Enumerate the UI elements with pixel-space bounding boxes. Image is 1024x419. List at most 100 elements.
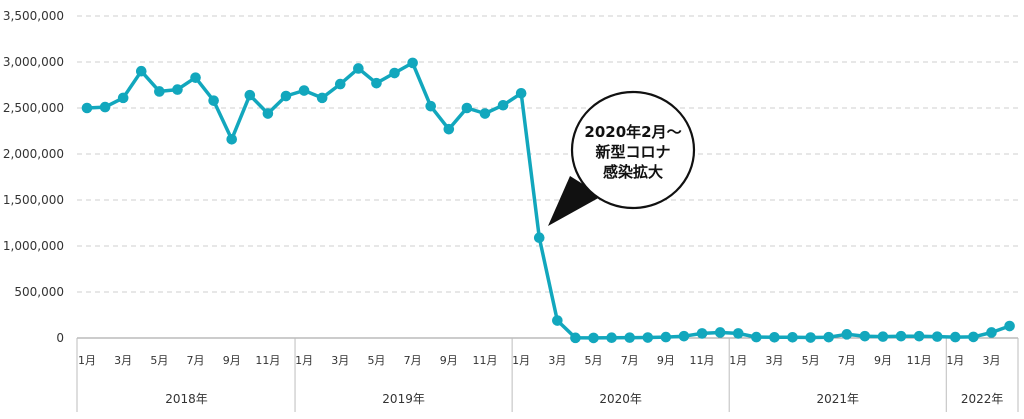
x-tick-label: 7月 bbox=[404, 354, 422, 367]
data-point bbox=[515, 87, 527, 99]
data-point bbox=[208, 95, 219, 106]
x-tick-label: 9月 bbox=[657, 354, 675, 367]
data-point bbox=[570, 332, 581, 344]
data-point bbox=[751, 331, 762, 343]
year-label: 2020年 bbox=[599, 392, 642, 406]
x-tick-label: 11月 bbox=[690, 354, 715, 367]
y-tick-label: 2,000,000 bbox=[3, 147, 64, 161]
y-axis: 0 500,000 1,000,000 1,500,000 2,000,000 2,500… bbox=[3, 9, 64, 345]
data-point bbox=[642, 332, 654, 343]
data-point bbox=[244, 89, 256, 101]
data-point bbox=[334, 78, 346, 90]
data-point bbox=[660, 331, 672, 343]
year-label: 2022年 bbox=[961, 392, 1004, 406]
callout-line-3: 感染拡大 bbox=[603, 163, 663, 181]
data-point bbox=[823, 331, 834, 343]
x-tick-label: 3月 bbox=[114, 354, 132, 367]
callout-line-2: 新型コロナ bbox=[595, 143, 670, 161]
data-point bbox=[479, 108, 491, 119]
series-points bbox=[81, 57, 1015, 344]
data-point bbox=[461, 102, 473, 114]
x-tick-label: 1月 bbox=[512, 354, 530, 367]
x-tick-label: 3月 bbox=[983, 354, 1001, 367]
data-point bbox=[425, 100, 437, 112]
year-label: 2021年 bbox=[816, 392, 859, 406]
data-point bbox=[913, 330, 925, 342]
data-point bbox=[172, 84, 183, 95]
data-point bbox=[407, 57, 418, 69]
data-point bbox=[877, 331, 889, 342]
y-tick-label: 500,000 bbox=[14, 285, 64, 299]
data-point bbox=[1004, 320, 1015, 332]
x-tick-label: 5月 bbox=[150, 354, 168, 367]
data-point bbox=[732, 328, 744, 339]
x-tick-label: 7月 bbox=[838, 354, 856, 367]
x-tick-label: 1月 bbox=[295, 354, 313, 367]
data-point bbox=[316, 92, 328, 104]
x-tick-label: 5月 bbox=[802, 354, 820, 367]
annotation-callout: 2020年2月～ 新型コロナ 感染拡大 bbox=[548, 90, 696, 226]
data-point bbox=[841, 329, 853, 340]
callout-bubble bbox=[570, 90, 696, 210]
x-tick-label: 7月 bbox=[187, 354, 205, 367]
x-tick-label: 5月 bbox=[367, 354, 385, 367]
data-point bbox=[624, 332, 635, 343]
series-line bbox=[86, 61, 1011, 340]
data-point bbox=[443, 123, 455, 135]
y-tick-label: 1,000,000 bbox=[3, 239, 64, 253]
data-point bbox=[389, 67, 400, 79]
callout-line-1: 2020年2月～ bbox=[584, 123, 681, 141]
x-tick-label: 3月 bbox=[765, 354, 783, 367]
data-point bbox=[81, 102, 93, 114]
data-point bbox=[895, 330, 907, 342]
data-point bbox=[931, 331, 943, 342]
x-tick-label: 7月 bbox=[621, 354, 639, 367]
data-point bbox=[714, 327, 726, 338]
data-point bbox=[371, 77, 382, 89]
data-point bbox=[135, 65, 147, 77]
data-point bbox=[606, 332, 617, 344]
x-tick-label: 3月 bbox=[331, 354, 349, 367]
year-axis: 2018年 2019年 2020年 2021年 2022年 bbox=[165, 392, 1003, 406]
y-tick-label: 2,500,000 bbox=[3, 101, 64, 115]
data-point bbox=[497, 99, 509, 111]
data-point bbox=[968, 331, 979, 343]
x-tick-label: 11月 bbox=[907, 354, 932, 367]
x-tick-label: 9月 bbox=[874, 354, 892, 367]
data-point bbox=[533, 232, 545, 244]
data-point bbox=[678, 330, 690, 342]
x-tick-label: 1月 bbox=[946, 354, 964, 367]
data-point bbox=[986, 327, 997, 338]
x-tick-label: 1月 bbox=[729, 354, 747, 367]
y-tick-label: 0 bbox=[56, 331, 64, 345]
data-point bbox=[154, 86, 165, 97]
data-point bbox=[190, 72, 201, 83]
x-axis-frame bbox=[76, 337, 1019, 412]
data-point bbox=[787, 331, 798, 343]
x-tick-label: 1月 bbox=[78, 354, 96, 367]
data-point bbox=[353, 63, 364, 74]
data-point bbox=[280, 90, 292, 102]
x-tick-label: 9月 bbox=[223, 354, 241, 367]
data-point bbox=[859, 330, 871, 342]
y-tick-label: 3,000,000 bbox=[3, 55, 64, 69]
data-point bbox=[117, 92, 129, 104]
x-tick-label: 11月 bbox=[255, 354, 280, 367]
data-point bbox=[99, 101, 111, 113]
year-label: 2018年 bbox=[165, 392, 208, 406]
grid-lines bbox=[77, 15, 1018, 293]
year-label: 2019年 bbox=[382, 392, 425, 406]
data-point bbox=[696, 328, 708, 339]
y-tick-label: 3,500,000 bbox=[3, 9, 64, 23]
x-tick-label: 5月 bbox=[585, 354, 603, 367]
x-tick-label: 9月 bbox=[440, 354, 458, 367]
x-axis: 1月 3月 5月 7月 9月 11月 1月 3月 5月 7月 9月 11月 1月 3月 5月 7月 9月 11月 1… bbox=[78, 354, 1001, 367]
data-point bbox=[588, 332, 599, 344]
x-tick-label: 3月 bbox=[548, 354, 566, 367]
data-point bbox=[805, 332, 816, 343]
data-point bbox=[226, 133, 238, 145]
data-point bbox=[950, 331, 961, 343]
x-tick-label: 11月 bbox=[472, 354, 497, 367]
y-tick-label: 1,500,000 bbox=[3, 193, 64, 207]
